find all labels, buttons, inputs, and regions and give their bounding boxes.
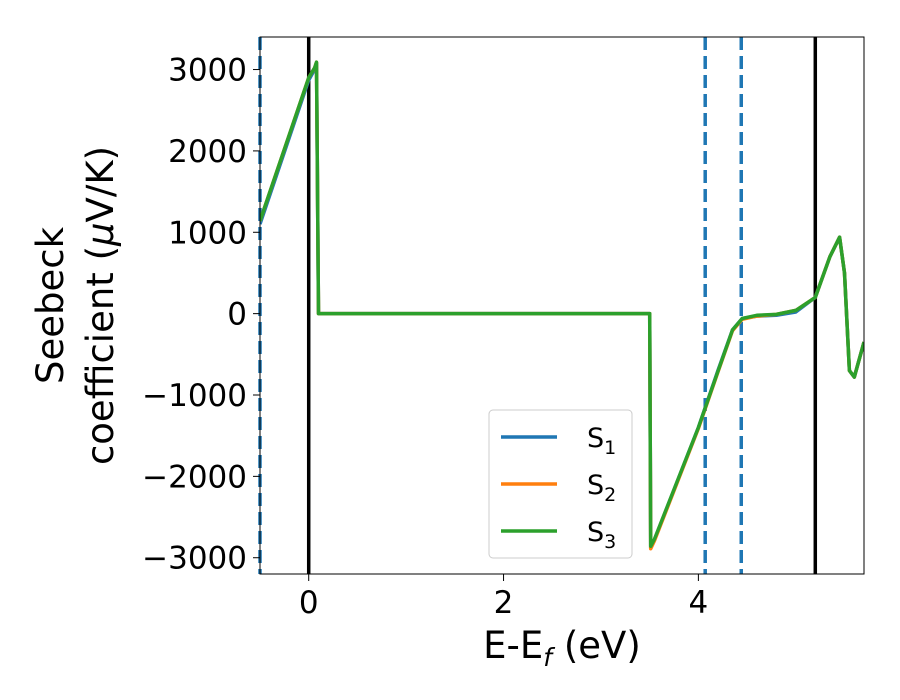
x-axis-label-main: E-E <box>483 624 543 667</box>
y-tick-label-6: 3000 <box>168 53 247 89</box>
y-axis-label-line1: Seebeck <box>29 226 72 384</box>
legend-box <box>488 409 633 559</box>
x-tick-label-2: 4 <box>689 585 709 621</box>
legend-label-1: S2 <box>587 470 616 506</box>
axis-ticks: 0 2 4 −3000 −2000 −1000 0 1000 2000 3000 <box>142 53 708 621</box>
y-axis-label-mu: μ <box>79 222 122 247</box>
plot-frame <box>259 36 865 575</box>
y-tick-label-1: −2000 <box>142 459 247 495</box>
legend-label-0: S1 <box>587 423 616 459</box>
y-tick-label-2: −1000 <box>142 378 247 414</box>
x-tick-label-0: 0 <box>299 585 319 621</box>
y-axis-label-line2-start: coefficient ( <box>79 246 122 465</box>
x-tick-label-1: 2 <box>494 585 514 621</box>
x-axis-label-unit: (eV) <box>552 624 641 667</box>
y-tick-label-3: 0 <box>227 297 247 333</box>
legend: S1 S2 S3 <box>488 409 633 559</box>
y-axis-label-line2-end: V/K) <box>79 146 122 222</box>
legend-label-2: S3 <box>587 517 616 553</box>
y-axis-label: Seebeck coefficient (μV/K) <box>29 146 122 465</box>
x-axis-label: E-Ef (eV) <box>483 624 641 672</box>
series-layer <box>260 60 864 551</box>
y-tick-label-5: 2000 <box>168 134 247 170</box>
y-tick-label-0: −3000 <box>142 541 247 577</box>
y-tick-label-4: 1000 <box>168 215 247 251</box>
series-line-S3 <box>260 60 864 549</box>
y-axis-label-line2: coefficient (μV/K) <box>79 146 122 465</box>
